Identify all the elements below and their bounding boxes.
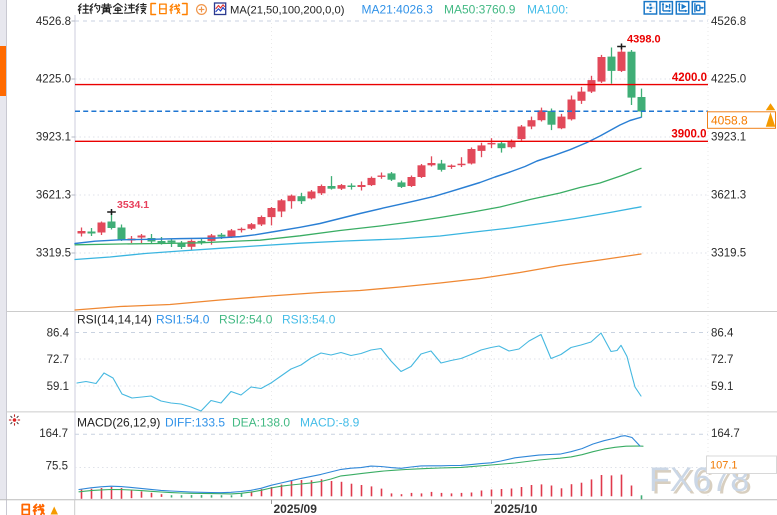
svg-text:3900.0: 3900.0 — [671, 129, 706, 141]
svg-text:2025/10: 2025/10 — [494, 502, 538, 515]
svg-text:MA(21,50,100,200,0,0): MA(21,50,100,200,0,0) — [230, 4, 345, 16]
svg-text:4526.8: 4526.8 — [36, 16, 71, 28]
svg-text:DIFF:133.5: DIFF:133.5 — [165, 416, 225, 430]
svg-text:164.7: 164.7 — [39, 428, 68, 440]
svg-text:75.5: 75.5 — [46, 461, 68, 473]
svg-text:107.1: 107.1 — [710, 459, 738, 471]
svg-text:4225.0: 4225.0 — [711, 73, 746, 85]
svg-text:3923.1: 3923.1 — [711, 131, 746, 143]
svg-text:3319.5: 3319.5 — [36, 247, 71, 259]
svg-text:2025/09: 2025/09 — [274, 502, 318, 515]
svg-text:59.1: 59.1 — [47, 381, 69, 393]
svg-text:86.4: 86.4 — [711, 327, 734, 339]
svg-text:3319.5: 3319.5 — [711, 247, 746, 259]
svg-text:3923.1: 3923.1 — [36, 131, 71, 143]
svg-text:MA50:3760.9: MA50:3760.9 — [444, 3, 516, 17]
svg-text:RSI2:54.0: RSI2:54.0 — [219, 312, 273, 326]
svg-text:MA21:4026.3: MA21:4026.3 — [362, 3, 434, 17]
svg-text:3534.1: 3534.1 — [117, 199, 149, 211]
svg-text:MACD:-8.9: MACD:-8.9 — [300, 416, 360, 430]
svg-text:4225.0: 4225.0 — [36, 73, 71, 85]
svg-text:86.4: 86.4 — [47, 327, 70, 339]
svg-text:RSI(14,14,14): RSI(14,14,14) — [77, 312, 152, 326]
svg-text:164.7: 164.7 — [711, 428, 740, 440]
svg-text:4526.8: 4526.8 — [711, 16, 746, 28]
svg-text:MACD(26,12,9): MACD(26,12,9) — [77, 416, 160, 430]
svg-text:4058.8: 4058.8 — [711, 113, 748, 127]
svg-text:72.7: 72.7 — [711, 354, 733, 366]
svg-text:3621.3: 3621.3 — [36, 189, 71, 201]
svg-text:59.1: 59.1 — [711, 381, 733, 393]
svg-text:72.7: 72.7 — [47, 354, 69, 366]
svg-text:RSI1:54.0: RSI1:54.0 — [156, 312, 210, 326]
svg-text:4398.0: 4398.0 — [627, 33, 661, 45]
svg-text:MA100:: MA100: — [527, 3, 568, 17]
svg-text:3621.3: 3621.3 — [711, 189, 746, 201]
svg-text:4200.0: 4200.0 — [672, 72, 707, 84]
svg-text:RSI3:54.0: RSI3:54.0 — [282, 312, 336, 326]
svg-text:DEA:138.0: DEA:138.0 — [232, 416, 290, 430]
